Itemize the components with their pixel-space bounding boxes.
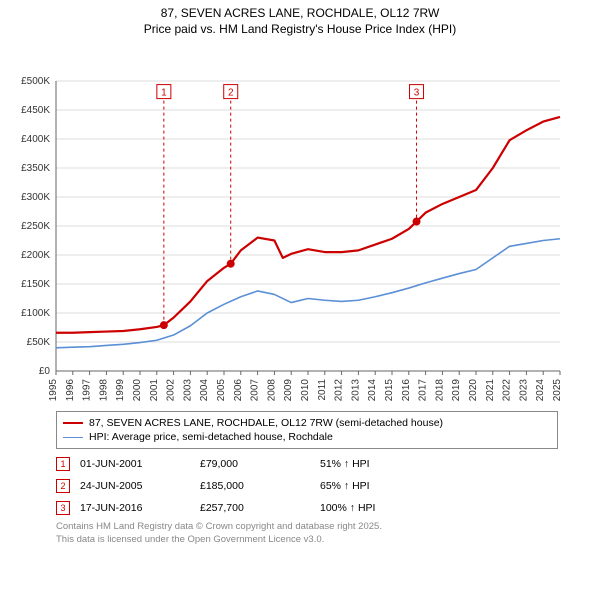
marker-dot [160, 321, 168, 329]
x-tick-label: 2023 [518, 379, 529, 402]
x-tick-label: 2016 [401, 379, 412, 402]
sales-table: 1 01-JUN-2001£79,00051% ↑ HPI 2 24-JUN-2005… [56, 453, 385, 519]
x-tick-label: 2009 [283, 379, 294, 402]
table-row: 2 24-JUN-2005£185,00065% ↑ HPI [56, 475, 385, 497]
marker-dot [227, 260, 235, 268]
sale-price: £185,000 [200, 475, 320, 497]
x-tick-label: 2011 [317, 379, 328, 401]
x-tick-label: 2002 [166, 379, 177, 402]
y-tick-label: £0 [39, 366, 51, 377]
x-tick-label: 2019 [451, 379, 462, 402]
x-tick-label: 1995 [48, 379, 59, 402]
legend-label: HPI: Average price, semi-detached house,… [89, 431, 333, 443]
legend: 87, SEVEN ACRES LANE, ROCHDALE, OL12 7RW… [56, 411, 558, 449]
x-tick-label: 2022 [502, 379, 513, 402]
x-tick-label: 2003 [182, 379, 193, 402]
x-tick-label: 2012 [334, 379, 345, 402]
chart-container: 87, SEVEN ACRES LANE, ROCHDALE, OL12 7RW… [0, 0, 600, 546]
footer-line1: Contains HM Land Registry data © Crown c… [56, 521, 558, 533]
sale-pct: 65% ↑ HPI [320, 475, 385, 497]
y-tick-label: £100K [21, 308, 50, 319]
sale-marker-box: 1 [56, 457, 70, 471]
x-tick-label: 2013 [350, 379, 361, 402]
x-tick-label: 1999 [115, 379, 126, 402]
sale-date: 24-JUN-2005 [80, 475, 200, 497]
series-line [56, 117, 560, 333]
x-tick-label: 2004 [199, 379, 210, 402]
y-tick-label: £450K [21, 105, 50, 116]
marker-dot [413, 218, 421, 226]
legend-swatch [63, 422, 83, 424]
y-tick-label: £500K [21, 76, 50, 87]
x-tick-label: 2015 [384, 379, 395, 402]
footer: Contains HM Land Registry data © Crown c… [56, 521, 558, 546]
title-subtitle: Price paid vs. HM Land Registry's House … [0, 22, 600, 38]
legend-item: HPI: Average price, semi-detached house,… [63, 430, 551, 444]
sale-date: 01-JUN-2001 [80, 453, 200, 475]
y-tick-label: £350K [21, 163, 50, 174]
y-tick-label: £250K [21, 221, 50, 232]
x-tick-label: 1997 [82, 379, 93, 402]
x-tick-label: 2025 [552, 379, 563, 402]
x-tick-label: 2008 [266, 379, 277, 402]
legend-label: 87, SEVEN ACRES LANE, ROCHDALE, OL12 7RW… [89, 417, 443, 429]
sale-price: £79,000 [200, 453, 320, 475]
legend-swatch [63, 437, 83, 438]
y-tick-label: £50K [27, 337, 51, 348]
x-tick-label: 2006 [233, 379, 244, 402]
sale-date: 17-JUN-2016 [80, 497, 200, 519]
marker-number: 1 [161, 88, 167, 99]
y-tick-label: £300K [21, 192, 50, 203]
x-tick-label: 2018 [434, 379, 445, 402]
x-tick-label: 2020 [468, 379, 479, 402]
x-tick-label: 2007 [250, 379, 261, 402]
sale-pct: 51% ↑ HPI [320, 453, 385, 475]
x-tick-label: 2005 [216, 379, 227, 402]
y-tick-label: £400K [21, 134, 50, 145]
sale-marker-box: 3 [56, 501, 70, 515]
x-tick-label: 2001 [149, 379, 160, 402]
sale-price: £257,700 [200, 497, 320, 519]
x-tick-label: 1998 [98, 379, 109, 402]
y-tick-label: £150K [21, 279, 50, 290]
table-row: 1 01-JUN-2001£79,00051% ↑ HPI [56, 453, 385, 475]
x-tick-label: 2017 [418, 379, 429, 402]
table-row: 3 17-JUN-2016£257,700100% ↑ HPI [56, 497, 385, 519]
x-tick-label: 2024 [535, 379, 546, 402]
x-tick-label: 2014 [367, 379, 378, 402]
x-tick-label: 1996 [65, 379, 76, 402]
line-chart: £0 £50K £100K £150K £200K £250K £300K £350K £400… [0, 37, 600, 407]
x-tick-label: 2010 [300, 379, 311, 402]
y-tick-label: £200K [21, 250, 50, 261]
marker-number: 2 [228, 88, 234, 99]
footer-line2: This data is licensed under the Open Gov… [56, 534, 558, 546]
marker-number: 3 [414, 88, 420, 99]
title-address: 87, SEVEN ACRES LANE, ROCHDALE, OL12 7RW [0, 6, 600, 22]
x-tick-label: 2021 [485, 379, 496, 402]
x-tick-label: 2000 [132, 379, 143, 402]
chart-title: 87, SEVEN ACRES LANE, ROCHDALE, OL12 7RW… [0, 0, 600, 37]
sale-pct: 100% ↑ HPI [320, 497, 385, 519]
legend-item: 87, SEVEN ACRES LANE, ROCHDALE, OL12 7RW… [63, 416, 551, 430]
sale-marker-box: 2 [56, 479, 70, 493]
